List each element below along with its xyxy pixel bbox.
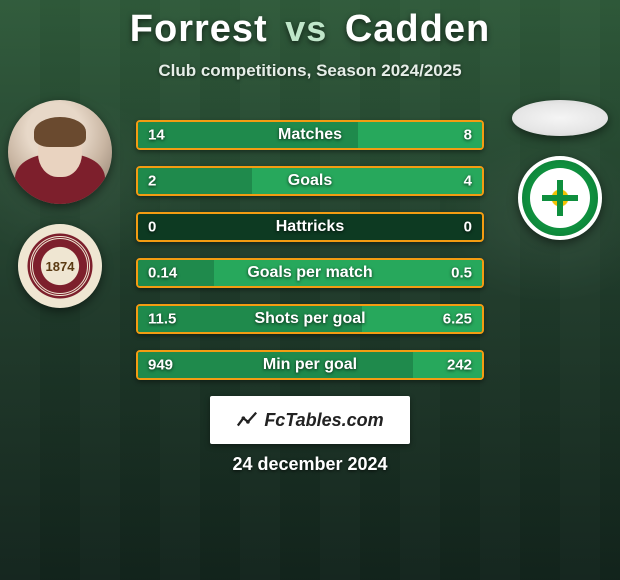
stats-container: 14 8 Matches 2 4 Goals 0 0 Hattricks 0.14 0.5 Goals… bbox=[136, 120, 484, 380]
stat-value-left: 2 bbox=[148, 173, 156, 190]
subtitle: Club competitions, Season 2024/2025 bbox=[0, 61, 620, 81]
stat-label: Matches bbox=[278, 126, 342, 144]
stat-value-right: 6.25 bbox=[443, 311, 472, 328]
page-title: Forrest vs Cadden bbox=[0, 0, 620, 51]
player2-club-crest-icon bbox=[518, 156, 602, 240]
title-player2: Cadden bbox=[345, 8, 490, 50]
stat-value-right: 0 bbox=[464, 219, 472, 236]
stat-bar: 0 0 Hattricks bbox=[136, 212, 484, 242]
right-column bbox=[500, 100, 620, 240]
stat-value-left: 0 bbox=[148, 219, 156, 236]
player1-avatar bbox=[8, 100, 112, 204]
stat-label: Shots per goal bbox=[254, 310, 365, 328]
stat-value-left: 0.14 bbox=[148, 265, 177, 282]
brand-text: FcTables.com bbox=[264, 410, 383, 431]
stat-value-right: 4 bbox=[464, 173, 472, 190]
stat-bar: 14 8 Matches bbox=[136, 120, 484, 150]
stat-value-right: 242 bbox=[447, 357, 472, 374]
stat-bar-fill-right bbox=[252, 168, 482, 194]
stat-value-left: 11.5 bbox=[148, 311, 176, 328]
stat-value-left: 949 bbox=[148, 357, 173, 374]
stat-bar: 949 242 Min per goal bbox=[136, 350, 484, 380]
title-player1: Forrest bbox=[130, 8, 268, 50]
left-column: 1874 bbox=[0, 100, 120, 308]
comparison-date: 24 december 2024 bbox=[0, 454, 620, 475]
brand-logo-icon bbox=[236, 409, 258, 431]
player1-club-crest-icon: 1874 bbox=[18, 224, 102, 308]
player2-avatar bbox=[512, 100, 608, 136]
title-vs: vs bbox=[285, 8, 327, 49]
stat-value-right: 0.5 bbox=[451, 265, 472, 282]
stat-bar: 2 4 Goals bbox=[136, 166, 484, 196]
brand-badge: FcTables.com bbox=[210, 396, 410, 444]
stat-label: Min per goal bbox=[263, 356, 357, 374]
stat-label: Goals bbox=[288, 172, 332, 190]
stat-label: Hattricks bbox=[276, 218, 344, 236]
stat-bar: 11.5 6.25 Shots per goal bbox=[136, 304, 484, 334]
stat-value-right: 8 bbox=[464, 127, 472, 144]
stat-value-left: 14 bbox=[148, 127, 165, 144]
stat-bar: 0.14 0.5 Goals per match bbox=[136, 258, 484, 288]
stat-label: Goals per match bbox=[247, 264, 372, 282]
